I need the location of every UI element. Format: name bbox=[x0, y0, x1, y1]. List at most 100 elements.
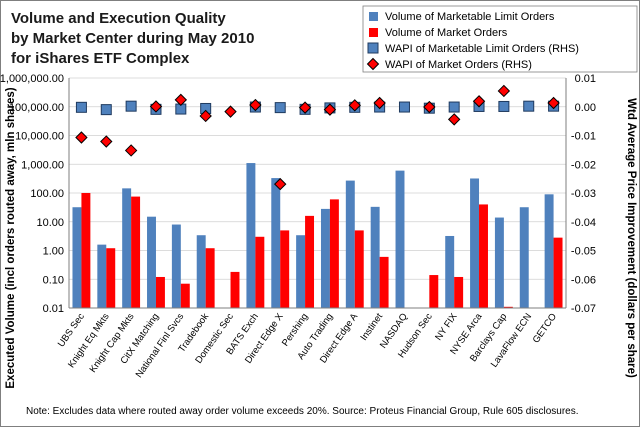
marker-wapi-marketable-limit bbox=[398, 101, 410, 113]
bar-marketable-limit bbox=[345, 180, 355, 308]
legend-swatch-wapi-market-orders bbox=[366, 57, 380, 71]
y-tick-label: 0.01 bbox=[43, 303, 64, 315]
y2-tick-labels: 0.01 0.00 -0.01 -0.02 -0.03 -0.04 -0.05 -0.06 -0… bbox=[571, 73, 596, 315]
bar-market-orders bbox=[106, 248, 116, 308]
y-tick-label: 1.00 bbox=[43, 246, 64, 258]
bar-marketable-limit bbox=[246, 163, 256, 308]
y2-tick-label: -0.03 bbox=[571, 188, 596, 200]
marker-wapi-marketable-limit bbox=[75, 101, 87, 113]
marker-wapi-marketable-limit bbox=[100, 104, 112, 116]
marker-wapi-market-orders bbox=[472, 95, 486, 108]
marker-wapi-market-orders bbox=[298, 101, 312, 114]
chart-title: Volume and Execution Quality by Market C… bbox=[11, 10, 254, 67]
bar-marketable-limit bbox=[470, 178, 480, 308]
marker-wapi-marketable-limit bbox=[498, 100, 510, 112]
y2-axis-title: Wtd Average Price Improvement (dollars p… bbox=[625, 98, 637, 378]
bar-marketable-limit bbox=[296, 235, 306, 308]
bar-market-orders bbox=[454, 276, 464, 308]
y2-tick-label: -0.06 bbox=[571, 274, 596, 286]
legend-label: Volume of Market Orders bbox=[385, 27, 508, 39]
y-tick-label: 1,000,000.00 bbox=[0, 73, 64, 85]
bar-marketable-limit bbox=[271, 178, 281, 308]
marker-wapi-marketable-limit bbox=[448, 101, 460, 113]
marker-wapi-marketable-limit bbox=[523, 100, 535, 112]
marker-wapi-marketable-limit bbox=[125, 100, 137, 112]
legend-swatch-wapi-marketable-limit bbox=[367, 42, 379, 54]
y-tick-label: 10,000.00 bbox=[15, 131, 64, 143]
bar-marketable-limit bbox=[97, 244, 107, 308]
title-line-3: for iShares ETF Complex bbox=[11, 50, 190, 67]
marker-wapi-market-orders bbox=[199, 109, 212, 123]
marker-wapi-market-orders bbox=[497, 84, 511, 98]
marker-wapi-market-orders bbox=[373, 96, 386, 110]
marker-wapi-market-orders bbox=[274, 177, 287, 191]
axes bbox=[68, 78, 567, 309]
legend-swatch-market-orders bbox=[369, 28, 378, 37]
bar-market-orders bbox=[131, 196, 141, 308]
bar-market-orders bbox=[379, 256, 389, 308]
y-tick-label: 100,000.00 bbox=[9, 102, 64, 114]
bar-marketable-limit bbox=[544, 194, 554, 308]
y2-tick-label: -0.02 bbox=[571, 159, 596, 171]
y2-tick-label: 0.00 bbox=[575, 102, 596, 114]
y-tick-label: 10.00 bbox=[36, 217, 64, 229]
y2-tick-label: -0.05 bbox=[571, 246, 596, 258]
marker-wapi-market-orders bbox=[149, 100, 163, 113]
marker-wapi-market-orders bbox=[348, 99, 361, 112]
marker-wapi-market-orders bbox=[447, 113, 461, 126]
bar-market-orders bbox=[255, 236, 265, 308]
bar-marketable-limit bbox=[122, 188, 132, 308]
y-axis-title: Executed Volume (incl orders routed away… bbox=[5, 87, 17, 388]
y2-tick-label: 0.01 bbox=[575, 73, 596, 85]
legend-box bbox=[362, 5, 638, 73]
title-line-1: Volume and Execution Quality bbox=[11, 10, 226, 27]
marker-wapi-market-orders bbox=[174, 93, 188, 107]
bar-market-orders bbox=[205, 248, 215, 308]
bars bbox=[72, 163, 563, 308]
bar-market-orders bbox=[553, 237, 563, 308]
bar-marketable-limit bbox=[196, 235, 206, 308]
legend-label: WAPI of Market Orders (RHS) bbox=[385, 59, 532, 71]
bar-market-orders bbox=[155, 276, 165, 308]
y2-tick-label: -0.07 bbox=[571, 303, 596, 315]
bar-market-orders bbox=[305, 215, 315, 308]
legend-label: WAPI of Marketable Limit Orders (RHS) bbox=[385, 43, 579, 55]
marker-wapi-marketable-limit bbox=[274, 102, 286, 114]
y-tick-labels: 0.01 0.10 1.00 10.00 100.00 1,000.00 10,000.00… bbox=[0, 73, 64, 315]
y2-tick-label: -0.01 bbox=[571, 131, 596, 143]
legend: Volume of Marketable Limit Orders Volume … bbox=[362, 5, 638, 73]
bar-marketable-limit bbox=[320, 208, 330, 308]
y-tick-label: 100.00 bbox=[30, 188, 64, 200]
bar-marketable-limit bbox=[494, 217, 504, 308]
marker-wapi-market-orders bbox=[100, 135, 113, 148]
marker-wapi-market-orders bbox=[75, 131, 88, 144]
bar-market-orders bbox=[280, 230, 290, 308]
bar-market-orders bbox=[429, 275, 439, 308]
bar-market-orders bbox=[329, 199, 339, 308]
marker-wapi-market-orders bbox=[547, 96, 560, 110]
y-tick-label: 1,000.00 bbox=[21, 159, 64, 171]
bar-market-orders bbox=[230, 271, 240, 308]
footnote: Note: Excludes data where routed away or… bbox=[26, 406, 579, 417]
bar-marketable-limit bbox=[519, 207, 529, 308]
y-tick-label: 0.10 bbox=[43, 274, 64, 286]
bar-marketable-limit bbox=[171, 224, 181, 308]
marker-wapi-market-orders bbox=[224, 105, 237, 118]
bar-market-orders bbox=[479, 204, 488, 308]
marker-wapi-market-orders bbox=[249, 98, 262, 112]
bar-market-orders bbox=[354, 230, 364, 308]
legend-swatch-marketable-limit bbox=[369, 12, 378, 21]
bar-marketable-limit bbox=[72, 207, 82, 308]
title-line-2: by Market Center during May 2010 bbox=[11, 30, 254, 47]
marker-wapi-market-orders bbox=[423, 100, 436, 114]
markers bbox=[75, 84, 560, 191]
bar-market-orders bbox=[503, 306, 513, 308]
bar-market-orders bbox=[81, 193, 91, 308]
bar-marketable-limit bbox=[445, 235, 455, 308]
marker-wapi-market-orders bbox=[323, 103, 337, 116]
y2-tick-label: -0.04 bbox=[571, 217, 596, 229]
bar-marketable-limit bbox=[370, 206, 380, 308]
bar-marketable-limit bbox=[395, 170, 405, 308]
